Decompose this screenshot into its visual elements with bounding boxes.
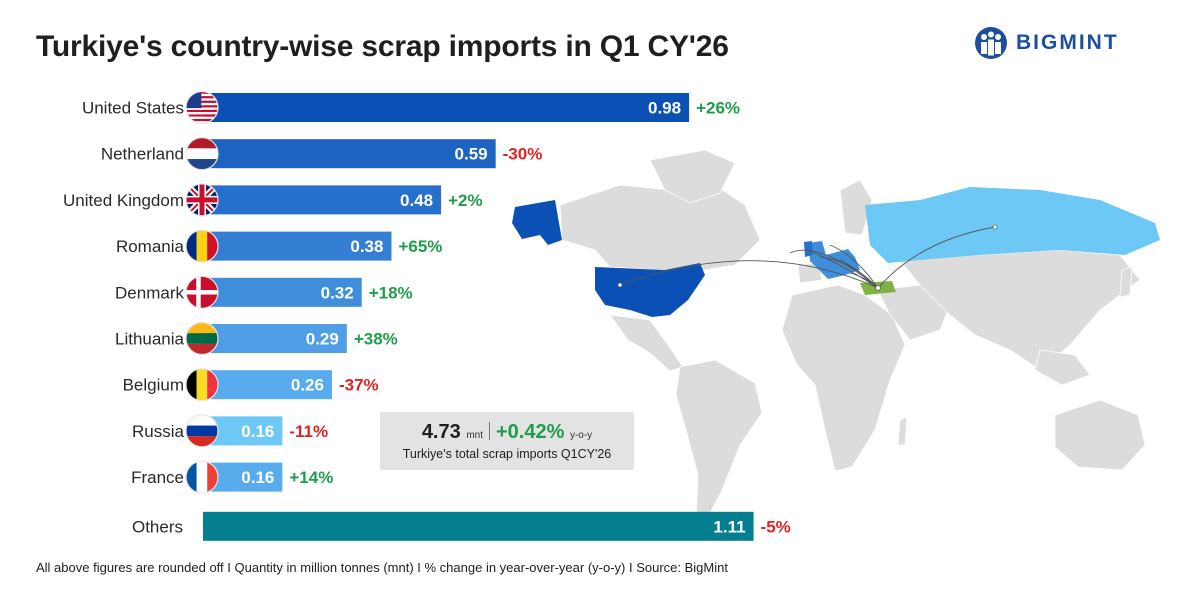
bar-row: Lithuania 0.29 +38% bbox=[115, 321, 398, 356]
bar bbox=[203, 231, 392, 261]
change-label: +18% bbox=[369, 283, 413, 302]
change-label: +2% bbox=[448, 191, 483, 210]
bigmint-logo: BIGMINT bbox=[974, 26, 1119, 60]
bar bbox=[203, 370, 332, 400]
summary-divider bbox=[488, 422, 490, 440]
category-label: United Kingdom bbox=[63, 191, 184, 210]
netherlands-flag-icon bbox=[186, 137, 218, 170]
total-unit: mnt bbox=[466, 430, 483, 441]
value-label: 0.98 bbox=[648, 99, 681, 118]
bar-row: United Kingdom 0.48 +2% bbox=[63, 183, 483, 217]
total-change: +0.42% bbox=[495, 421, 565, 443]
total-caption: Turkiye's total scrap imports Q1CY'26 bbox=[402, 447, 612, 461]
total-value: 4.73 bbox=[421, 421, 461, 443]
bar-row: United States 0.98 +26% bbox=[82, 90, 740, 125]
map-uk bbox=[804, 241, 813, 257]
us-flag-icon bbox=[186, 91, 218, 124]
belgium-flag-icon bbox=[186, 368, 218, 401]
category-label: Belgium bbox=[123, 376, 184, 395]
uk-flag-icon bbox=[186, 183, 218, 216]
value-label: 0.16 bbox=[241, 422, 274, 441]
category-label: Lithuania bbox=[115, 330, 185, 349]
map-greenland bbox=[649, 149, 736, 204]
change-label: +14% bbox=[289, 468, 333, 487]
category-label: Romania bbox=[116, 237, 185, 256]
romania-flag-icon bbox=[186, 230, 218, 263]
bar bbox=[203, 277, 362, 307]
change-label: +38% bbox=[354, 330, 398, 349]
world-map bbox=[512, 149, 1160, 524]
category-label: Russia bbox=[132, 422, 185, 441]
category-label: Denmark bbox=[115, 283, 184, 302]
map-southeast-asia bbox=[1034, 349, 1091, 386]
category-label: United States bbox=[82, 99, 184, 118]
bar-row: France 0.16 +14% bbox=[131, 460, 333, 494]
bar bbox=[203, 139, 496, 169]
value-label: 0.16 bbox=[241, 468, 274, 487]
bar bbox=[203, 93, 690, 122]
category-label: France bbox=[131, 468, 184, 487]
value-label: 0.29 bbox=[306, 330, 339, 349]
map-canada bbox=[559, 174, 761, 271]
value-label: 0.38 bbox=[350, 237, 383, 256]
map-africa bbox=[781, 284, 906, 472]
bar bbox=[203, 185, 442, 215]
total-summary-headline: 4.73 mnt +0.42% y-o-y bbox=[380, 421, 634, 444]
bar-row: Denmark 0.32 +18% bbox=[115, 275, 413, 309]
bar-row: Russia 0.16 -11% bbox=[132, 414, 328, 448]
map-australia bbox=[1054, 399, 1146, 471]
map-alaska bbox=[512, 200, 562, 245]
russia-flag-icon bbox=[186, 414, 218, 447]
bar-row: Netherland 0.59 -30% bbox=[101, 137, 542, 171]
change-label: +26% bbox=[696, 99, 740, 118]
bar-row: Romania 0.38 +65% bbox=[116, 229, 442, 263]
change-label: -37% bbox=[339, 376, 379, 395]
bar-row: Belgium 0.26 -37% bbox=[123, 368, 379, 402]
value-label: 0.26 bbox=[291, 376, 324, 395]
trade-flow-lines bbox=[619, 226, 996, 289]
value-label: 0.32 bbox=[321, 283, 354, 302]
total-summary-box: 4.73 mnt +0.42% y-o-y Turkiye's total scr… bbox=[380, 412, 634, 470]
map-russia bbox=[865, 187, 1160, 263]
value-label: 0.59 bbox=[455, 145, 488, 164]
france-flag-icon bbox=[186, 461, 218, 494]
footer-note: All above figures are rounded off I Quan… bbox=[36, 560, 728, 575]
chart-title: Turkiye's country-wise scrap imports in … bbox=[36, 30, 729, 63]
map-south-america bbox=[675, 359, 763, 524]
bar bbox=[203, 324, 347, 353]
map-mexico-central-america bbox=[609, 314, 684, 372]
change-label: -11% bbox=[289, 422, 328, 441]
change-unit: y-o-y bbox=[569, 430, 593, 441]
denmark-flag-icon bbox=[186, 276, 218, 309]
bigmint-logo-icon bbox=[975, 27, 1007, 59]
bar bbox=[203, 462, 283, 492]
bar bbox=[203, 416, 283, 446]
value-label: 0.48 bbox=[400, 191, 433, 210]
change-label: +65% bbox=[398, 237, 442, 256]
map-usa bbox=[595, 263, 705, 317]
category-label: Netherland bbox=[101, 145, 184, 164]
lithuania-flag-icon bbox=[186, 322, 218, 355]
map-japan bbox=[1119, 266, 1133, 298]
map-madagascar bbox=[897, 416, 908, 446]
category-label: Others bbox=[132, 517, 183, 536]
brand-name: BIGMINT bbox=[1016, 31, 1119, 54]
